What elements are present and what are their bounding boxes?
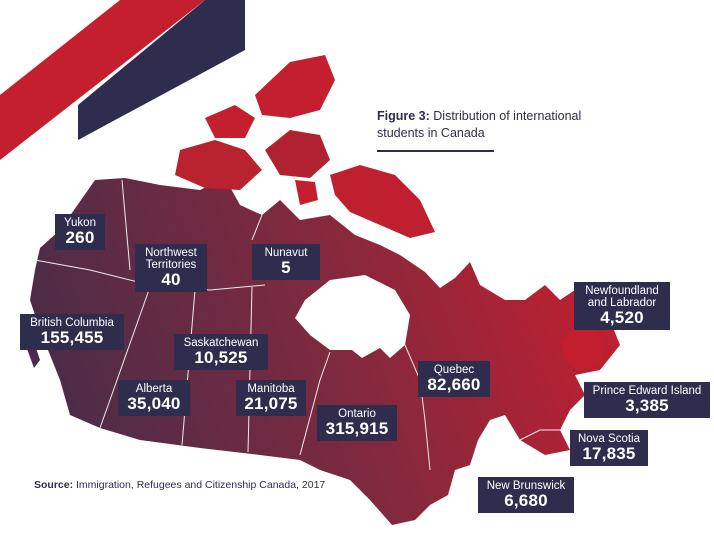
region-label-ontario: Ontario 315,915 (317, 405, 397, 441)
figure-title: Distribution of international students i… (377, 109, 582, 140)
region-name: Nova Scotia (577, 433, 640, 445)
region-label-new-brunswick: New Brunswick 6,680 (478, 477, 574, 513)
arctic-island (255, 55, 335, 118)
region-label-nunavut: Nunavut 5 (252, 244, 320, 280)
caption-underline (377, 150, 494, 152)
source-note: Source: Immigration, Refugees and Citize… (34, 479, 325, 491)
region-name: New Brunswick (486, 480, 566, 492)
region-value: 40 (161, 270, 181, 290)
decorative-stripe-navy-band (78, 0, 245, 140)
region-label-british-columbia: British Columbia 155,455 (20, 314, 124, 350)
region-value: 3,385 (625, 396, 669, 416)
region-name: Manitoba (247, 383, 295, 395)
region-label-prince-edward-island: Prince Edward Island 3,385 (584, 382, 710, 418)
region-label-yukon: Yukon 260 (55, 214, 105, 250)
arctic-island (265, 130, 330, 178)
region-value: 315,915 (325, 419, 389, 439)
source-label: Source: (34, 479, 74, 491)
hudson-bay (295, 275, 410, 358)
region-label-saskatchewan: Saskatchewan 10,525 (174, 334, 268, 370)
region-name: Newfoundland and Labrador (585, 285, 659, 310)
arctic-island (175, 140, 262, 190)
region-name: Yukon (64, 217, 96, 229)
mainland-shape (30, 178, 620, 525)
region-name: Northwest Territories (145, 247, 197, 272)
region-value: 17,835 (582, 444, 636, 464)
region-label-quebec: Quebec 82,660 (418, 361, 490, 397)
region-value: 35,040 (127, 394, 181, 414)
region-name: Prince Edward Island (592, 385, 702, 397)
arctic-island (205, 105, 255, 138)
region-value: 82,660 (427, 375, 481, 395)
region-name: Saskatchewan (183, 337, 259, 349)
region-label-alberta: Alberta 35,040 (118, 380, 190, 416)
region-label-newfoundland-and-labrador: Newfoundland and Labrador 4,520 (574, 282, 670, 330)
region-name: Quebec (433, 364, 475, 376)
region-value: 5 (281, 258, 291, 278)
region-value: 260 (65, 228, 95, 248)
arctic-island (330, 165, 435, 238)
region-name: Alberta (135, 383, 173, 395)
region-name: Ontario (338, 408, 376, 420)
island-newfoundland (560, 325, 605, 370)
decorative-stripe-red (0, 0, 205, 160)
region-value: 4,520 (600, 308, 644, 328)
arctic-island (295, 180, 318, 205)
region-value: 21,075 (244, 394, 298, 414)
region-label-northwest-territories: Northwest Territories 40 (135, 244, 207, 292)
region-label-manitoba: Manitoba 21,075 (236, 380, 306, 416)
region-value: 6,680 (504, 491, 548, 511)
figure-caption: Figure 3: Distribution of international … (377, 108, 607, 142)
region-value: 10,525 (194, 348, 248, 368)
region-name: British Columbia (30, 317, 114, 329)
figure-label: Figure 3: (377, 109, 430, 123)
source-text: Immigration, Refugees and Citizenship Ca… (76, 479, 326, 491)
region-name: Nunavut (264, 247, 308, 259)
region-value: 155,455 (40, 328, 104, 348)
region-label-nova-scotia: Nova Scotia 17,835 (570, 430, 648, 466)
